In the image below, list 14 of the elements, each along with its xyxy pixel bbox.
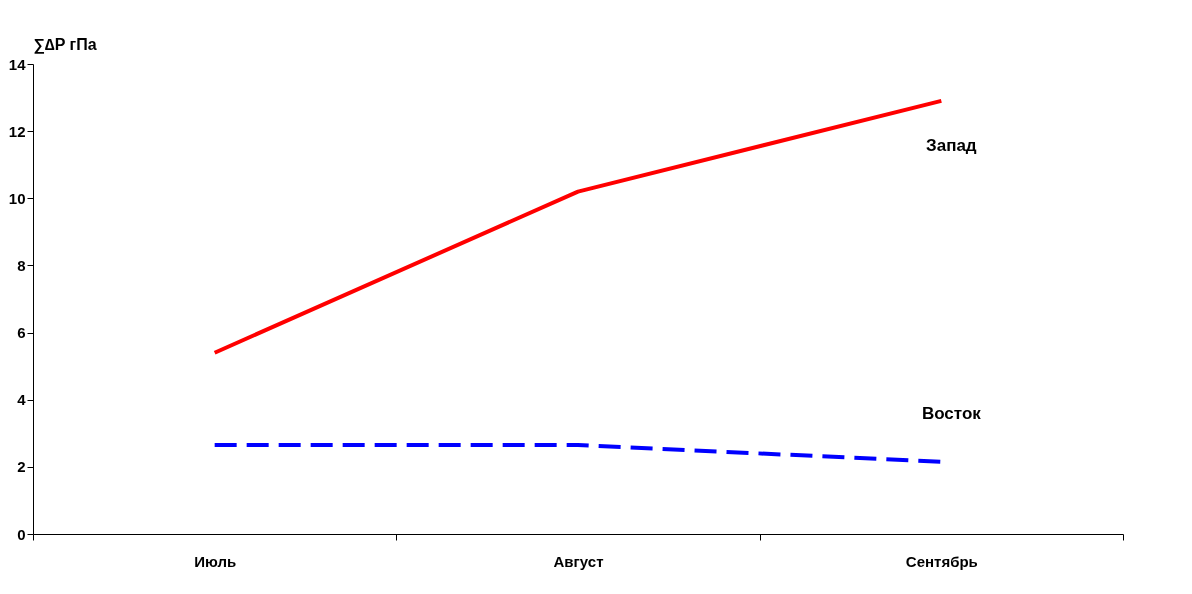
- series-label: Запад: [926, 135, 977, 155]
- y-tick-label: 14: [8, 55, 27, 73]
- x-tick-label: Июль: [194, 552, 237, 570]
- y-tick-label: 12: [8, 122, 26, 140]
- text: Восток: [921, 403, 982, 423]
- y-tick-label: 10: [8, 189, 26, 207]
- y-axis-title: ∑∆P гПа: [33, 35, 97, 54]
- y-tick-label: 6: [17, 324, 26, 342]
- y-tick-label: 2: [17, 458, 26, 476]
- x-tick-label: Сентябрь: [905, 552, 978, 570]
- y-tick-label: 4: [17, 391, 27, 409]
- y-tick-label: 8: [17, 256, 26, 274]
- y-tick-label: 0: [17, 525, 26, 543]
- x-tick-label: Август: [553, 552, 604, 570]
